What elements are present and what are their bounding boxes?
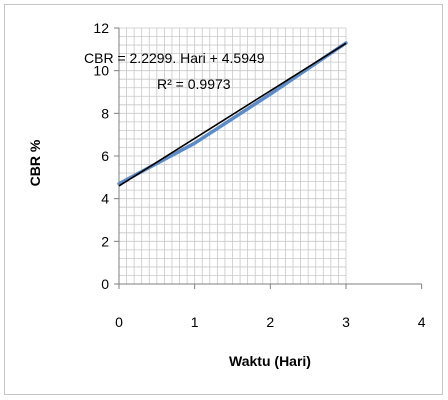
y-tick-label: 8 bbox=[101, 105, 109, 121]
x-tick-label: 2 bbox=[266, 314, 274, 330]
y-tick-label: 0 bbox=[101, 276, 109, 292]
trendline bbox=[118, 42, 347, 187]
y-tick-label: 2 bbox=[101, 233, 109, 249]
x-axis-title: Waktu (Hari) bbox=[229, 353, 311, 369]
y-tick-label: 4 bbox=[101, 191, 109, 207]
r-squared-label: R² = 0.9973 bbox=[157, 76, 231, 92]
y-tick-label: 6 bbox=[101, 148, 109, 164]
y-tick-label: 10 bbox=[93, 63, 109, 79]
series-layer bbox=[117, 41, 348, 187]
x-tick-label: 4 bbox=[418, 314, 426, 330]
x-tick-label: 0 bbox=[115, 314, 123, 330]
trendline-equation: CBR = 2.2299. Hari + 4.5949 bbox=[84, 50, 265, 66]
y-axis-title: CBR % bbox=[27, 139, 43, 186]
x-tick-label: 3 bbox=[342, 314, 350, 330]
chart-frame bbox=[4, 4, 443, 395]
axis-layer bbox=[114, 27, 423, 289]
x-tick-label: 1 bbox=[191, 314, 199, 330]
data-series-line bbox=[117, 41, 348, 186]
y-tick-label: 12 bbox=[93, 20, 109, 36]
